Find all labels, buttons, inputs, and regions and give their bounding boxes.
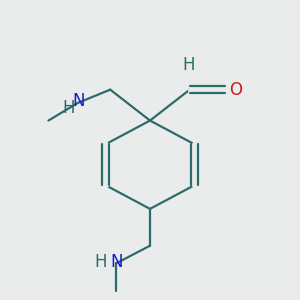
Text: N: N [110, 253, 123, 271]
Text: N: N [72, 92, 85, 110]
Text: O: O [230, 81, 242, 99]
Text: H: H [182, 56, 194, 74]
Text: H: H [94, 253, 106, 271]
Text: H: H [62, 99, 74, 117]
